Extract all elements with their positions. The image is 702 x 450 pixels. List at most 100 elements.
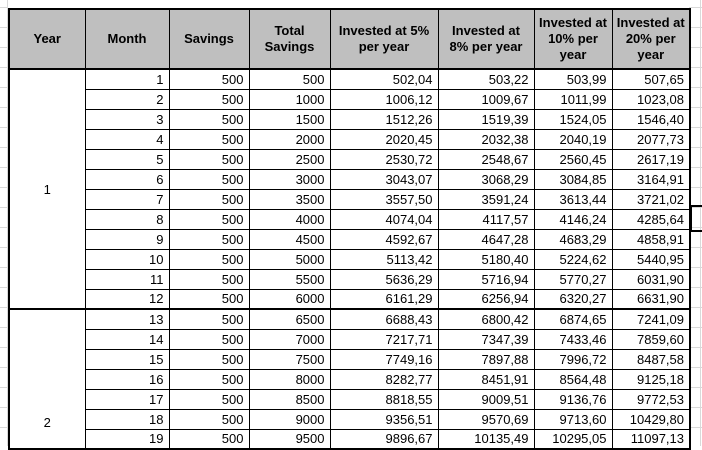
cell[interactable]: 2560,45: [533, 148, 613, 170]
cell[interactable]: 15: [84, 348, 170, 370]
cell[interactable]: 6800,42: [437, 308, 535, 330]
cell[interactable]: 500: [168, 268, 250, 290]
cell[interactable]: 2617,19: [611, 148, 691, 170]
cell[interactable]: 4592,67: [329, 228, 439, 250]
cell[interactable]: 7241,09: [611, 308, 691, 330]
cell[interactable]: 500: [168, 208, 250, 230]
cell[interactable]: 5224,62: [533, 248, 613, 270]
cell[interactable]: 9136,76: [533, 388, 613, 410]
cell[interactable]: 1512,26: [329, 108, 439, 130]
cell[interactable]: 5716,94: [437, 268, 535, 290]
cell[interactable]: 10: [84, 248, 170, 270]
cell[interactable]: 7897,88: [437, 348, 535, 370]
cell[interactable]: 5770,27: [533, 268, 613, 290]
cell[interactable]: 4285,64: [611, 208, 691, 230]
cell[interactable]: 12: [84, 288, 170, 310]
cell[interactable]: 5: [84, 148, 170, 170]
cell[interactable]: 2040,19: [533, 128, 613, 150]
cell[interactable]: 4858,91: [611, 228, 691, 250]
cell[interactable]: 10295,05: [533, 428, 613, 450]
cell[interactable]: 3164,91: [611, 168, 691, 190]
cell[interactable]: 500: [168, 68, 250, 90]
cell[interactable]: 500: [168, 128, 250, 150]
cell[interactable]: 2020,45: [329, 128, 439, 150]
cell[interactable]: 8: [84, 208, 170, 230]
cell[interactable]: 2: [84, 88, 170, 110]
cell[interactable]: 1000: [248, 88, 331, 110]
cell[interactable]: 500: [168, 308, 250, 330]
cell[interactable]: 9896,67: [329, 428, 439, 450]
cell[interactable]: 6256,94: [437, 288, 535, 310]
cell[interactable]: 5636,29: [329, 268, 439, 290]
cell[interactable]: 500: [168, 188, 250, 210]
cell[interactable]: 9125,18: [611, 368, 691, 390]
column-header[interactable]: Month: [84, 8, 170, 70]
cell[interactable]: 7217,71: [329, 328, 439, 350]
year-cell[interactable]: 2: [8, 308, 86, 450]
cell[interactable]: 500: [168, 328, 250, 350]
cell[interactable]: 6031,90: [611, 268, 691, 290]
cell[interactable]: 3000: [248, 168, 331, 190]
cell[interactable]: 14: [84, 328, 170, 350]
cell[interactable]: 500: [248, 68, 331, 90]
cell[interactable]: 3043,07: [329, 168, 439, 190]
cell[interactable]: 6000: [248, 288, 331, 310]
cell[interactable]: 2548,67: [437, 148, 535, 170]
cell[interactable]: 8282,77: [329, 368, 439, 390]
cell[interactable]: 9500: [248, 428, 331, 450]
cell[interactable]: 9356,51: [329, 408, 439, 430]
column-header[interactable]: Invested at 20% per year: [611, 8, 691, 70]
cell[interactable]: 2530,72: [329, 148, 439, 170]
cell[interactable]: 500: [168, 368, 250, 390]
cell[interactable]: 1500: [248, 108, 331, 130]
cell[interactable]: 2500: [248, 148, 331, 170]
cell[interactable]: 500: [168, 108, 250, 130]
cell[interactable]: 17: [84, 388, 170, 410]
cell[interactable]: 500: [168, 428, 250, 450]
cell[interactable]: 7: [84, 188, 170, 210]
cell[interactable]: 502,04: [329, 68, 439, 90]
cell[interactable]: 1011,99: [533, 88, 613, 110]
cell[interactable]: 6688,43: [329, 308, 439, 330]
cell[interactable]: 18: [84, 408, 170, 430]
cell[interactable]: 6500: [248, 308, 331, 330]
cell[interactable]: 7749,16: [329, 348, 439, 370]
cell[interactable]: 1546,40: [611, 108, 691, 130]
cell[interactable]: 6161,29: [329, 288, 439, 310]
column-header[interactable]: Invested at 5% per year: [329, 8, 439, 70]
cell[interactable]: 4000: [248, 208, 331, 230]
cell[interactable]: 5180,40: [437, 248, 535, 270]
cell[interactable]: 4500: [248, 228, 331, 250]
cell[interactable]: 4146,24: [533, 208, 613, 230]
cell[interactable]: 11097,13: [611, 428, 691, 450]
cell[interactable]: 8500: [248, 388, 331, 410]
cell[interactable]: 8451,91: [437, 368, 535, 390]
cell[interactable]: 3068,29: [437, 168, 535, 190]
cell[interactable]: 6631,90: [611, 288, 691, 310]
cell[interactable]: 2000: [248, 128, 331, 150]
cell[interactable]: 6320,27: [533, 288, 613, 310]
column-header[interactable]: Year: [8, 8, 86, 70]
cell[interactable]: 500: [168, 168, 250, 190]
cell[interactable]: 500: [168, 288, 250, 310]
cell[interactable]: 13: [84, 308, 170, 330]
active-cell-selection-border[interactable]: [690, 205, 702, 232]
cell[interactable]: 3721,02: [611, 188, 691, 210]
cell[interactable]: 500: [168, 348, 250, 370]
cell[interactable]: 6874,65: [533, 308, 613, 330]
cell[interactable]: 1524,05: [533, 108, 613, 130]
cell[interactable]: 7500: [248, 348, 331, 370]
cell[interactable]: 8564,48: [533, 368, 613, 390]
cell[interactable]: 7433,46: [533, 328, 613, 350]
cell[interactable]: 4683,29: [533, 228, 613, 250]
cell[interactable]: 9009,51: [437, 388, 535, 410]
cell[interactable]: 500: [168, 88, 250, 110]
cell[interactable]: 503,22: [437, 68, 535, 90]
cell[interactable]: 4: [84, 128, 170, 150]
cell[interactable]: 10135,49: [437, 428, 535, 450]
cell[interactable]: 3613,44: [533, 188, 613, 210]
column-header[interactable]: Invested at 8% per year: [437, 8, 535, 70]
cell[interactable]: 19: [84, 428, 170, 450]
cell[interactable]: 7859,60: [611, 328, 691, 350]
cell[interactable]: 9: [84, 228, 170, 250]
